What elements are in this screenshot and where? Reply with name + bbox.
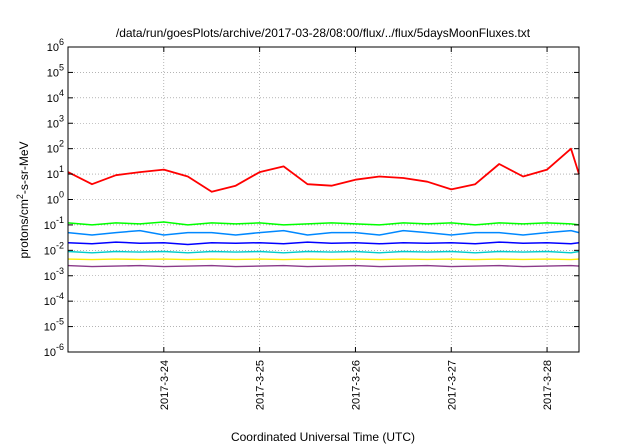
y-tick-label: 10-5 — [44, 317, 64, 334]
y-tick-label: 10-2 — [44, 240, 64, 257]
series-line-3 — [67, 229, 580, 236]
grid — [68, 47, 579, 352]
x-tick-label: 2017-3-28 — [542, 360, 554, 410]
x-axis: 2017-3-24 2017-3-25 2017-3-26 2017-3-27 2017… — [159, 47, 554, 410]
y-tick-label: 103 — [47, 113, 64, 130]
y-axis: 10-6 10-5 10-4 10-3 10-2 10-1 100 101 102 103 104 1… — [44, 37, 579, 359]
y-tick-label: 101 — [47, 164, 64, 181]
y-tick-label: 10-1 — [44, 215, 64, 232]
series-line-1 — [67, 147, 580, 193]
y-tick-label: 10-3 — [44, 266, 64, 283]
x-tick-label: 2017-3-26 — [350, 360, 362, 410]
series-line-7 — [67, 264, 580, 268]
x-axis-title: Coordinated Universal Time (UTC) — [231, 430, 415, 444]
chart-title: /data/run/goesPlots/archive/2017-03-28/0… — [116, 26, 531, 40]
series-line-5 — [67, 250, 580, 254]
y-tick-label: 10-4 — [44, 291, 64, 308]
y-axis-title: protons/cm2-s-sr-MeV — [15, 141, 31, 258]
series-group — [67, 147, 580, 268]
y-tick-label: 106 — [47, 37, 64, 54]
y-tick-label: 104 — [47, 88, 64, 105]
y-tick-label: 10-6 — [44, 342, 64, 359]
y-tick-label: 100 — [47, 190, 64, 207]
x-tick-label: 2017-3-27 — [446, 360, 458, 410]
series-line-2 — [67, 221, 580, 226]
series-line-4 — [67, 241, 580, 246]
x-tick-label: 2017-3-24 — [159, 360, 171, 410]
y-tick-label: 105 — [47, 62, 64, 79]
series-line-6 — [67, 258, 580, 261]
y-tick-label: 102 — [47, 139, 64, 156]
x-tick-label: 2017-3-25 — [255, 360, 267, 410]
